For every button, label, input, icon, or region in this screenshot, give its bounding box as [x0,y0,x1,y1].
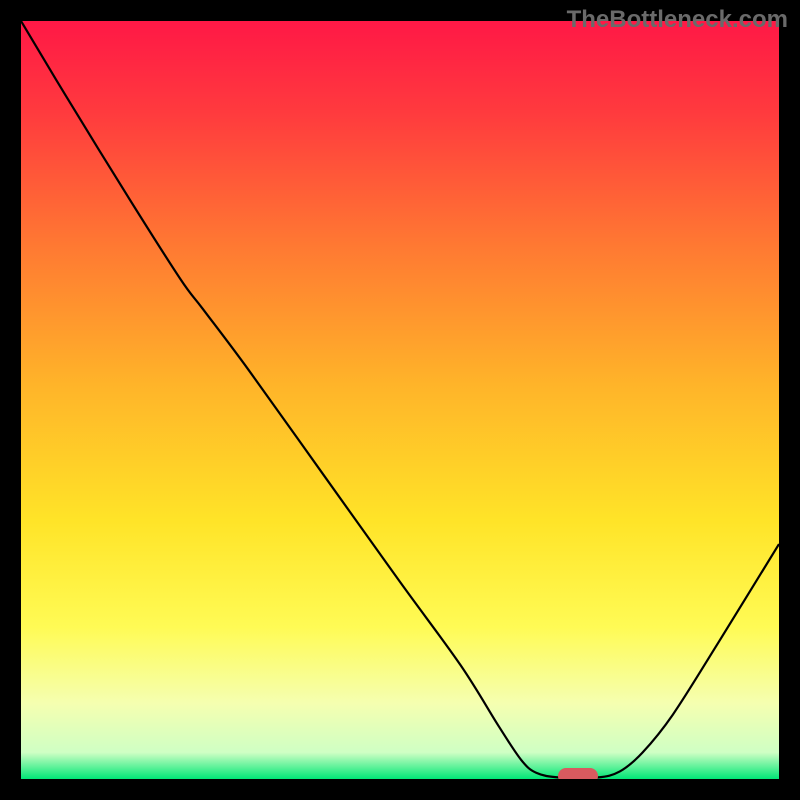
frame-rect [11,11,790,790]
frame-border [0,0,800,800]
watermark-text: TheBottleneck.com [567,6,788,34]
chart-container: { "watermark": { "text": "TheBottleneck.… [0,0,800,800]
